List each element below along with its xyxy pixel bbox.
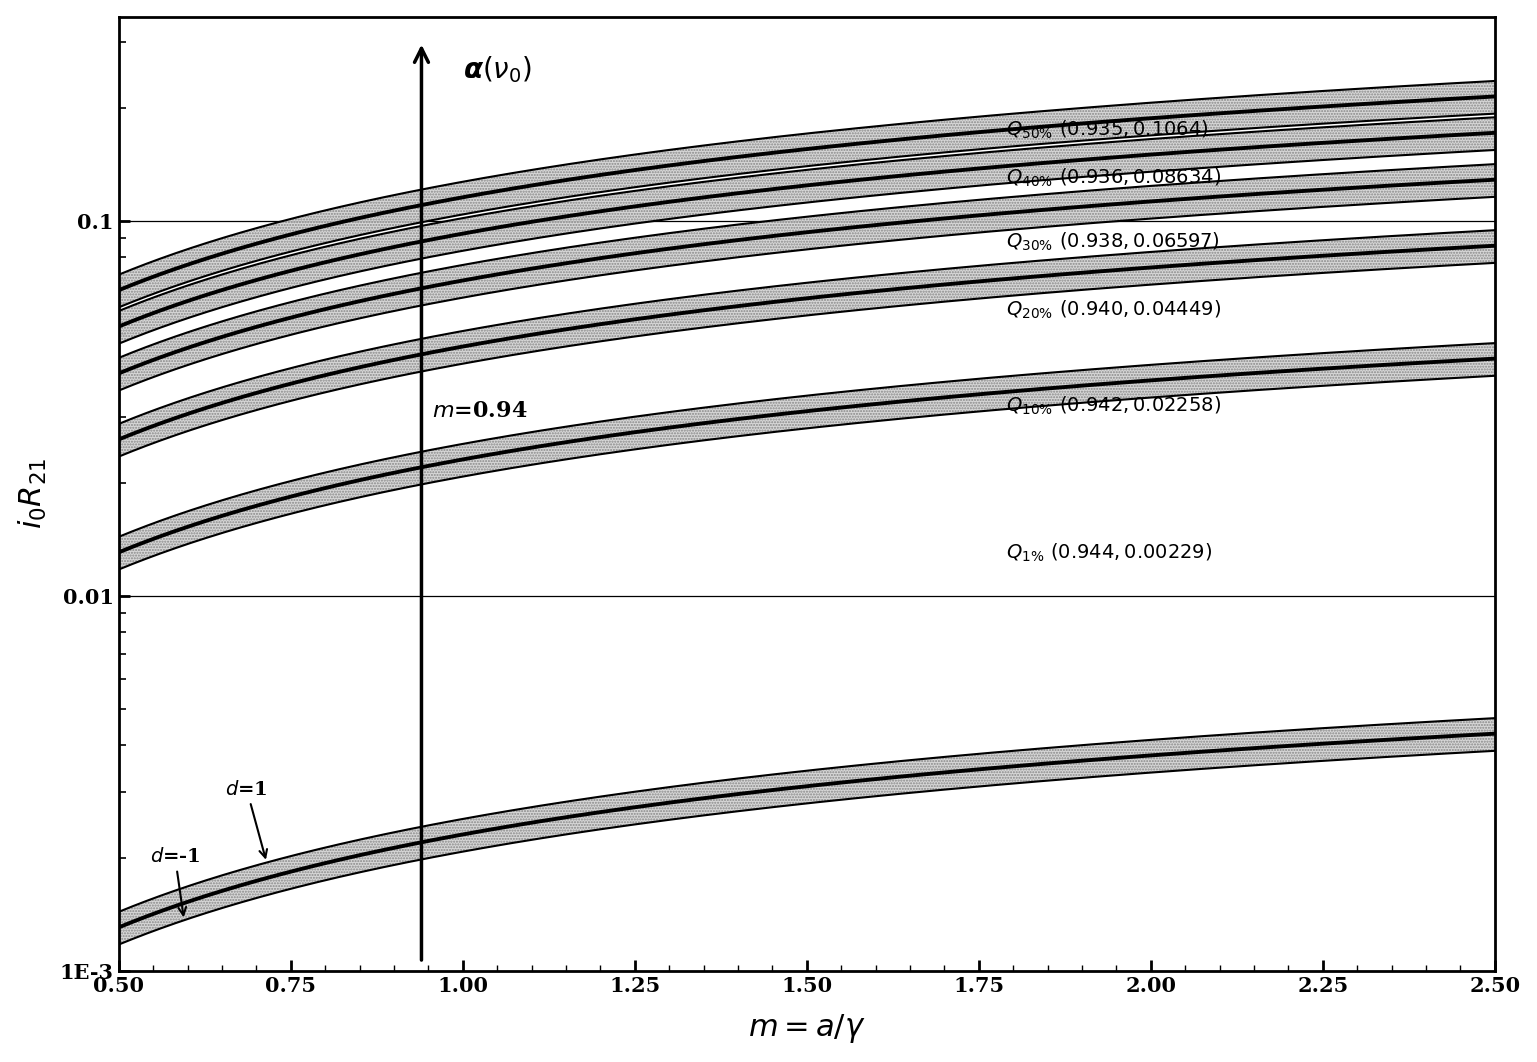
Text: $\boldsymbol{\alpha}(\boldsymbol{\nu_0})$: $\boldsymbol{\alpha}(\boldsymbol{\nu_0})…	[463, 54, 532, 85]
Text: $\mathit{d}$=1: $\mathit{d}$=1	[226, 780, 267, 858]
Text: $Q_{10\%}$ $(0.942, 0.02258)$: $Q_{10\%}$ $(0.942, 0.02258)$	[1007, 395, 1222, 417]
Text: $\mathit{m}$=0.94: $\mathit{m}$=0.94	[432, 399, 527, 422]
Text: $Q_{40\%}$ $(0.936, 0.08634)$: $Q_{40\%}$ $(0.936, 0.08634)$	[1007, 167, 1222, 189]
Text: $\mathit{d}$=-1: $\mathit{d}$=-1	[149, 847, 200, 915]
X-axis label: $\mathit{m=a/\gamma}$: $\mathit{m=a/\gamma}$	[749, 1012, 865, 1045]
Text: $Q_{30\%}$ $(0.938, 0.06597)$: $Q_{30\%}$ $(0.938, 0.06597)$	[1007, 230, 1220, 253]
Text: $Q_{50\%}$ $(0.935, 0.1064)$: $Q_{50\%}$ $(0.935, 0.1064)$	[1007, 119, 1210, 141]
Text: $Q_{20\%}$ $(0.940, 0.04449)$: $Q_{20\%}$ $(0.940, 0.04449)$	[1007, 298, 1222, 321]
Y-axis label: $\mathit{i_0 R_{21}}$: $\mathit{i_0 R_{21}}$	[17, 458, 49, 529]
Text: $Q_{1\%}$ $(0.944, 0.00229)$: $Q_{1\%}$ $(0.944, 0.00229)$	[1007, 542, 1213, 564]
